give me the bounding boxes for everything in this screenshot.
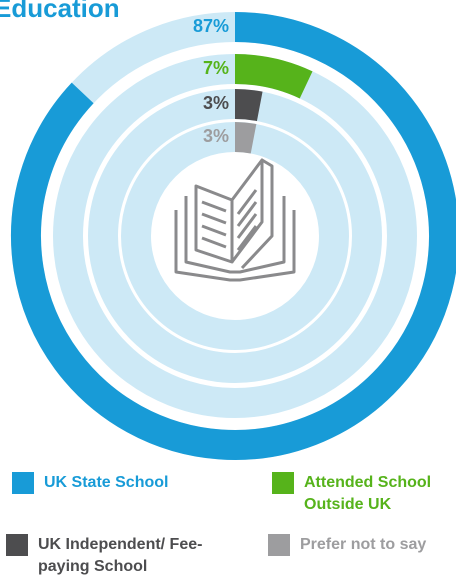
legend-label: UK State School xyxy=(44,474,169,491)
chart-title: Education xyxy=(0,0,120,23)
legend-swatch xyxy=(12,472,34,494)
legend-item: Prefer not to say xyxy=(268,534,456,556)
rings: 87% 7% 3% 3% xyxy=(11,12,456,460)
legend-item: UK State School xyxy=(12,472,242,494)
ring-bar xyxy=(234,122,257,154)
value-label: 3% xyxy=(203,126,229,146)
inner-circle xyxy=(153,154,317,318)
value-label: 87% xyxy=(193,16,229,36)
legend-label: Prefer not to say xyxy=(300,536,427,553)
book-icon xyxy=(174,158,296,282)
legend-swatch xyxy=(268,534,290,556)
legend-item: UK Independent/ Fee-paying School xyxy=(6,534,206,578)
legend-label: Attended School Outside UK xyxy=(304,474,432,513)
legend-swatch xyxy=(6,534,28,556)
legend-swatch xyxy=(272,472,294,494)
legend-label: UK Independent/ Fee-paying School xyxy=(38,536,203,575)
value-label: 3% xyxy=(203,93,229,113)
ring-bar xyxy=(234,54,313,99)
value-label: 7% xyxy=(203,58,229,78)
legend-item: Attended School Outside UK xyxy=(272,472,456,516)
ring-bar xyxy=(11,12,456,460)
ring-bar xyxy=(234,89,263,122)
